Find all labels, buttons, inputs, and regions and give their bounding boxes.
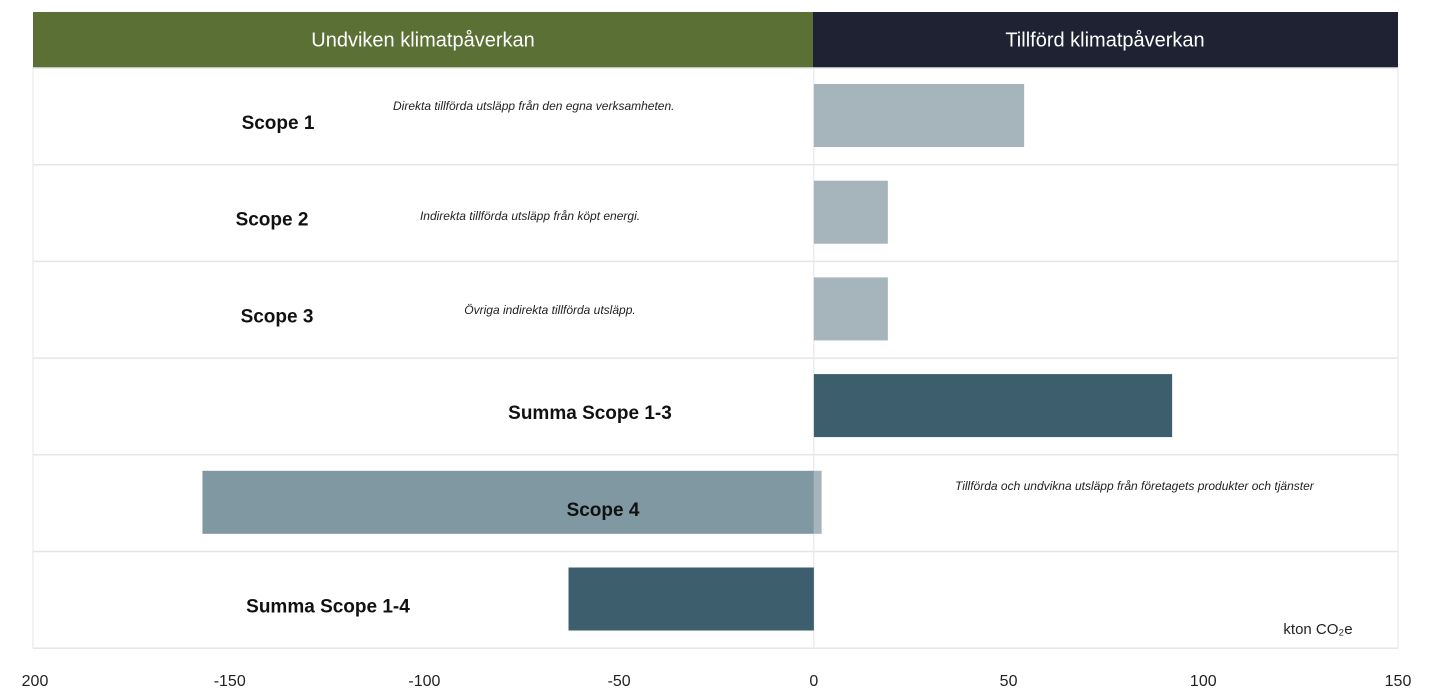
category-label: Summa Scope 1-4	[246, 597, 410, 618]
unit-label: kton CO₂e	[1283, 621, 1352, 638]
x-tick-label: -50	[608, 673, 631, 690]
category-description: Övriga indirekta tillförda utsläpp.	[464, 303, 636, 317]
header-left-bg	[33, 12, 813, 68]
header-right: Tillförd klimatpåverkan	[1005, 29, 1204, 51]
bar	[813, 180, 888, 244]
x-tick-label: 200	[22, 673, 49, 690]
x-tick-label: 100	[1190, 673, 1217, 690]
bar	[568, 567, 814, 631]
header-right-bg	[813, 12, 1398, 68]
category-label: Summa Scope 1-3	[508, 403, 672, 424]
category-description: Direkta tillförda utsläpp från den egna …	[393, 99, 675, 113]
bar	[813, 374, 1173, 438]
x-tick-label: 0	[809, 673, 818, 690]
bar	[813, 84, 1025, 147]
header-left: Undviken klimatpåverkan	[311, 29, 534, 51]
x-tick-label: 50	[1000, 673, 1018, 690]
category-label: Scope 3	[241, 306, 314, 327]
category-description: Indirekta tillförda utsläpp från köpt en…	[419, 209, 641, 223]
category-label: Scope 1	[242, 113, 315, 134]
bar	[813, 277, 888, 341]
category-label: Scope 2	[236, 210, 309, 231]
bar	[202, 470, 814, 534]
category-description: Tillförda och undvikna utsläpp från före…	[955, 479, 1314, 493]
x-tick-label: 150	[1385, 673, 1412, 690]
category-label: Scope 4	[567, 500, 640, 521]
x-tick-label: -150	[214, 673, 246, 690]
bar	[813, 470, 822, 534]
x-tick-label: -100	[408, 673, 440, 690]
